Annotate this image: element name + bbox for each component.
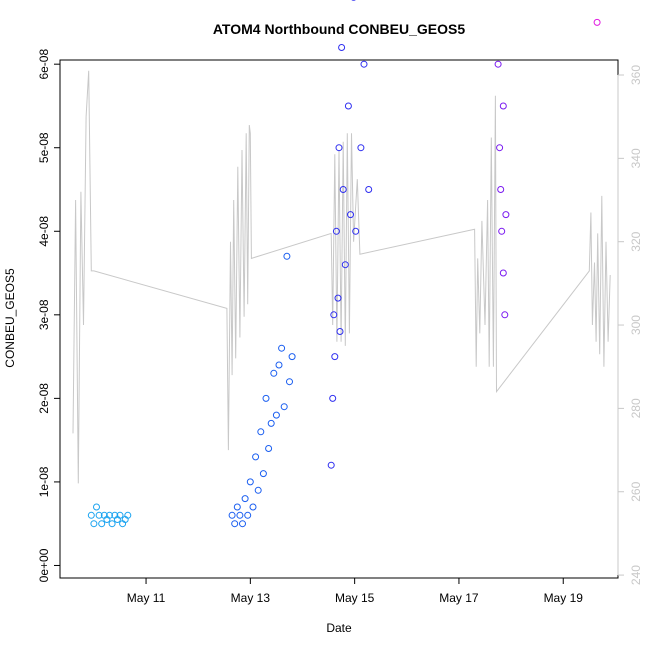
data-point-flight-1-3	[95, 511, 103, 519]
y-tick-label-0: 0e+00	[37, 548, 51, 582]
data-point-flight-2-10	[254, 486, 262, 494]
data-point-flight-3-38	[365, 186, 373, 193]
y2-axis: 240 260 280 300 320 340 360	[617, 65, 643, 585]
x-tick-label-2: May 15	[335, 591, 375, 605]
data-point-flight-2-19	[278, 344, 286, 352]
data-point-flight-2-8	[249, 503, 257, 511]
data-point-flight-4-40	[499, 102, 507, 110]
x-tick-label-3: May 17	[439, 591, 479, 605]
data-point-flight-2-18	[275, 361, 283, 369]
data-point-flight-2-21	[283, 252, 291, 260]
data-point-flight-3-13	[344, 102, 352, 110]
data-point-flight-3-7	[336, 328, 344, 335]
data-point-flight-4-21	[498, 227, 506, 235]
x-tick-label-0: May 11	[127, 591, 166, 605]
data-point-flight-4-20	[497, 186, 505, 193]
data-point-flight-2-7	[246, 478, 254, 486]
data-point-flight-2-22	[286, 378, 293, 386]
data-point-flight-2-20	[280, 403, 288, 411]
x-axis-label: Date	[326, 621, 352, 635]
data-point-flight-2-12	[259, 470, 267, 478]
data-point-flight-2-14	[265, 445, 273, 452]
data-point-flight-2-2	[233, 503, 241, 511]
y2-tick-label-5: 340	[629, 148, 643, 168]
data-point-flight-2-15	[267, 419, 275, 427]
data-point-flight-3-19	[352, 227, 360, 235]
scatter-points-layer	[87, 0, 601, 528]
data-point-flight-4-22	[499, 269, 507, 277]
y2-tick-label-0: 240	[629, 565, 643, 585]
y2-tick-label-2: 280	[629, 398, 643, 418]
data-point-flight-2-16	[270, 369, 278, 377]
data-point-flight-2-6	[244, 511, 252, 519]
data-point-flight-1-1	[90, 520, 98, 528]
data-point-flight-2-9	[252, 453, 260, 461]
background-line-layer	[72, 70, 611, 484]
data-point-flight-3-23	[357, 144, 365, 152]
data-point-flight-3-0	[327, 461, 335, 469]
chart-title: ATOM4 Northbound CONBEU_GEOS5	[213, 21, 465, 37]
x-axis: May 11 May 13 May 15 May 17 May 19	[127, 578, 583, 605]
data-point-flight-3-3	[331, 353, 339, 361]
data-point-flight-3-25	[360, 60, 368, 68]
data-point-flight-3-5	[334, 294, 342, 302]
data-point-flight-3-4	[332, 227, 340, 235]
data-point-flight-2-5	[241, 495, 249, 503]
data-point-flight-2-11	[257, 428, 265, 436]
y-tick-label-6: 6e-08	[37, 49, 51, 80]
data-point-flight-3-9	[339, 186, 347, 193]
data-point-flight-3-1	[329, 394, 337, 402]
data-point-flight-2-23	[288, 353, 296, 361]
y-axis-label: CONBEU_GEOS5	[3, 268, 17, 368]
y-tick-label-5: 5e-08	[37, 132, 51, 163]
data-point-flight-4-18	[494, 60, 502, 68]
y-tick-label-3: 3e-08	[37, 299, 51, 330]
data-point-flight-1-4	[98, 520, 106, 528]
y-axis: 0e+00 1e-08 2e-08 3e-08 4e-08 5e-08 6e-08	[37, 49, 60, 582]
data-point-flight-2-17	[272, 411, 280, 419]
data-point-flight-1-11	[116, 511, 124, 519]
data-point-flight-2-3	[236, 511, 244, 519]
y2-tick-label-1: 260	[629, 481, 643, 501]
y-tick-label-4: 4e-08	[37, 216, 51, 247]
data-point-flight-3-8	[338, 44, 346, 51]
x-tick-label-1: May 13	[231, 591, 271, 605]
data-point-flight-2-13	[262, 394, 270, 402]
y-tick-label-1: 1e-08	[37, 466, 51, 497]
y2-tick-label-6: 360	[629, 65, 643, 85]
y2-tick-label-3: 300	[629, 315, 643, 335]
plot-frame	[59, 59, 619, 579]
data-point-flight-5-22	[593, 18, 601, 26]
data-point-flight-2-1	[231, 520, 239, 528]
data-point-flight-1-8	[108, 520, 116, 528]
data-point-flight-3-15	[347, 211, 354, 219]
data-point-flight-4-23	[501, 311, 509, 319]
data-point-flight-4-41	[502, 211, 510, 219]
data-point-flight-1-0	[87, 511, 95, 519]
data-point-flight-3-2	[330, 311, 338, 319]
y-tick-label-2: 2e-08	[37, 383, 51, 414]
data-point-flight-2-0	[228, 511, 236, 519]
data-point-flight-2-4	[239, 520, 246, 528]
data-point-flight-3-11	[341, 261, 349, 269]
data-point-flight-1-14	[124, 511, 132, 519]
data-point-flight-3-6	[335, 144, 343, 152]
data-point-flight-1-7	[106, 511, 113, 519]
x-tick-label-4: May 19	[544, 591, 584, 605]
data-point-flight-4-19	[496, 144, 504, 152]
y2-tick-label-4: 320	[629, 231, 643, 251]
data-point-flight-1-2	[93, 503, 100, 511]
background-line	[72, 70, 611, 484]
